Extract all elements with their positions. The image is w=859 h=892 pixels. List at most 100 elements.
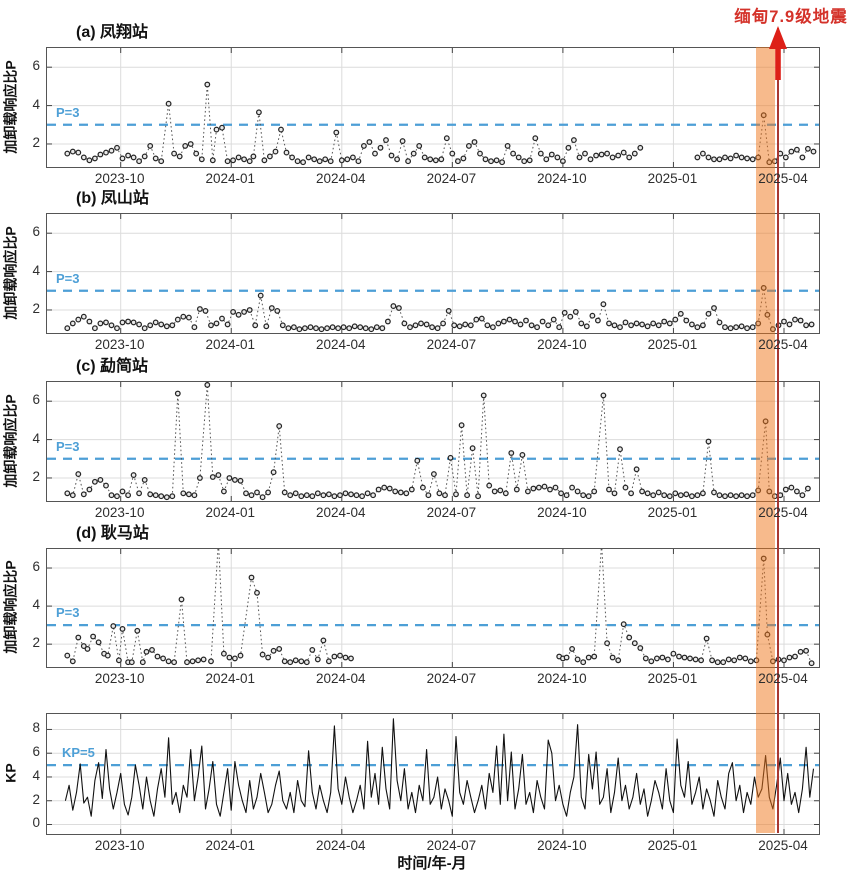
data-point	[182, 142, 189, 149]
data-point	[331, 493, 338, 500]
y-tick-label: 2	[32, 635, 40, 651]
data-point	[578, 320, 585, 327]
data-point	[438, 156, 445, 163]
threshold-label-b: P=3	[56, 270, 80, 286]
data-point	[477, 150, 483, 157]
data-point	[327, 158, 334, 165]
data-point	[64, 325, 71, 332]
data-point	[469, 445, 476, 452]
data-point	[246, 158, 253, 165]
data-point	[631, 640, 638, 647]
data-point	[372, 150, 378, 157]
data-point	[342, 490, 349, 497]
data-point	[484, 322, 491, 329]
data-point	[786, 654, 793, 661]
data-point	[744, 325, 751, 332]
x-tick-label: 2024-01	[205, 505, 255, 520]
data-point	[318, 326, 325, 333]
data-point	[447, 454, 454, 461]
data-point	[788, 484, 795, 491]
data-point	[254, 489, 260, 496]
anomaly-highlight-band	[756, 47, 776, 833]
y-tick-label: 2	[32, 300, 40, 316]
data-point	[611, 322, 618, 329]
data-point	[620, 621, 627, 628]
data-point	[97, 151, 104, 158]
data-point	[64, 490, 71, 497]
x-tick-label: 2024-10	[537, 337, 587, 352]
data-point	[493, 157, 500, 164]
data-point	[276, 645, 283, 652]
data-point	[119, 155, 126, 162]
data-point	[526, 157, 533, 164]
x-tick-label: 2024-01	[205, 671, 255, 686]
data-point	[465, 142, 472, 149]
panel-a-title: (a) 凤翔站	[76, 24, 149, 41]
data-point	[314, 656, 321, 663]
y-tick-label: 0	[32, 815, 40, 831]
data-point	[563, 492, 570, 499]
data-point	[375, 486, 382, 493]
data-point	[664, 656, 671, 663]
panel-c-title: (c) 勐简站	[76, 358, 149, 375]
data-point	[320, 492, 327, 499]
data-point	[97, 320, 104, 327]
data-point	[362, 325, 369, 332]
data-point	[558, 490, 565, 497]
data-point	[364, 490, 371, 497]
data-point	[659, 654, 666, 661]
x-tick-label: 2025-04	[758, 505, 808, 520]
data-point	[403, 490, 410, 497]
x-tick-label: 2024-10	[537, 171, 587, 186]
data-point	[604, 640, 611, 647]
data-point	[462, 321, 469, 328]
data-point	[482, 156, 489, 163]
data-point	[265, 654, 272, 661]
data-point	[114, 144, 120, 151]
data-point	[451, 322, 458, 329]
data-point	[744, 155, 751, 162]
data-point	[226, 654, 233, 661]
data-point	[163, 323, 170, 330]
data-point	[80, 154, 87, 161]
data-point	[574, 656, 581, 663]
data-point	[537, 150, 544, 157]
series-connector	[66, 287, 812, 330]
data-point	[609, 154, 616, 161]
data-point	[263, 323, 270, 330]
data-point	[91, 478, 98, 485]
data-point	[738, 492, 745, 499]
data-point	[114, 493, 120, 500]
data-point	[95, 639, 102, 646]
data-point	[797, 317, 804, 324]
data-point	[716, 156, 723, 163]
data-point	[130, 472, 137, 479]
data-point	[711, 305, 717, 311]
data-point	[749, 156, 756, 163]
data-point	[731, 657, 738, 664]
data-point	[489, 324, 496, 331]
data-point	[471, 139, 478, 145]
panel-c-plot-area	[46, 381, 820, 502]
data-point	[80, 643, 87, 650]
data-point	[370, 492, 377, 499]
data-point	[699, 490, 706, 497]
data-point	[309, 493, 316, 500]
data-point	[349, 154, 356, 161]
data-point	[606, 320, 612, 327]
data-point	[64, 652, 71, 659]
x-tick-label: 2024-04	[316, 171, 366, 186]
data-point	[401, 320, 408, 327]
earthquake-annotation-label: 缅甸7.9级地震	[734, 8, 848, 26]
y-tick-label: 2	[32, 791, 40, 807]
data-point	[430, 471, 437, 478]
data-point	[325, 491, 332, 498]
data-point	[231, 476, 238, 483]
data-point	[523, 317, 529, 324]
data-point	[75, 149, 82, 156]
data-point	[683, 317, 690, 324]
data-point	[716, 492, 723, 499]
data-point	[666, 320, 673, 327]
data-point	[569, 645, 576, 652]
data-point	[694, 324, 701, 331]
